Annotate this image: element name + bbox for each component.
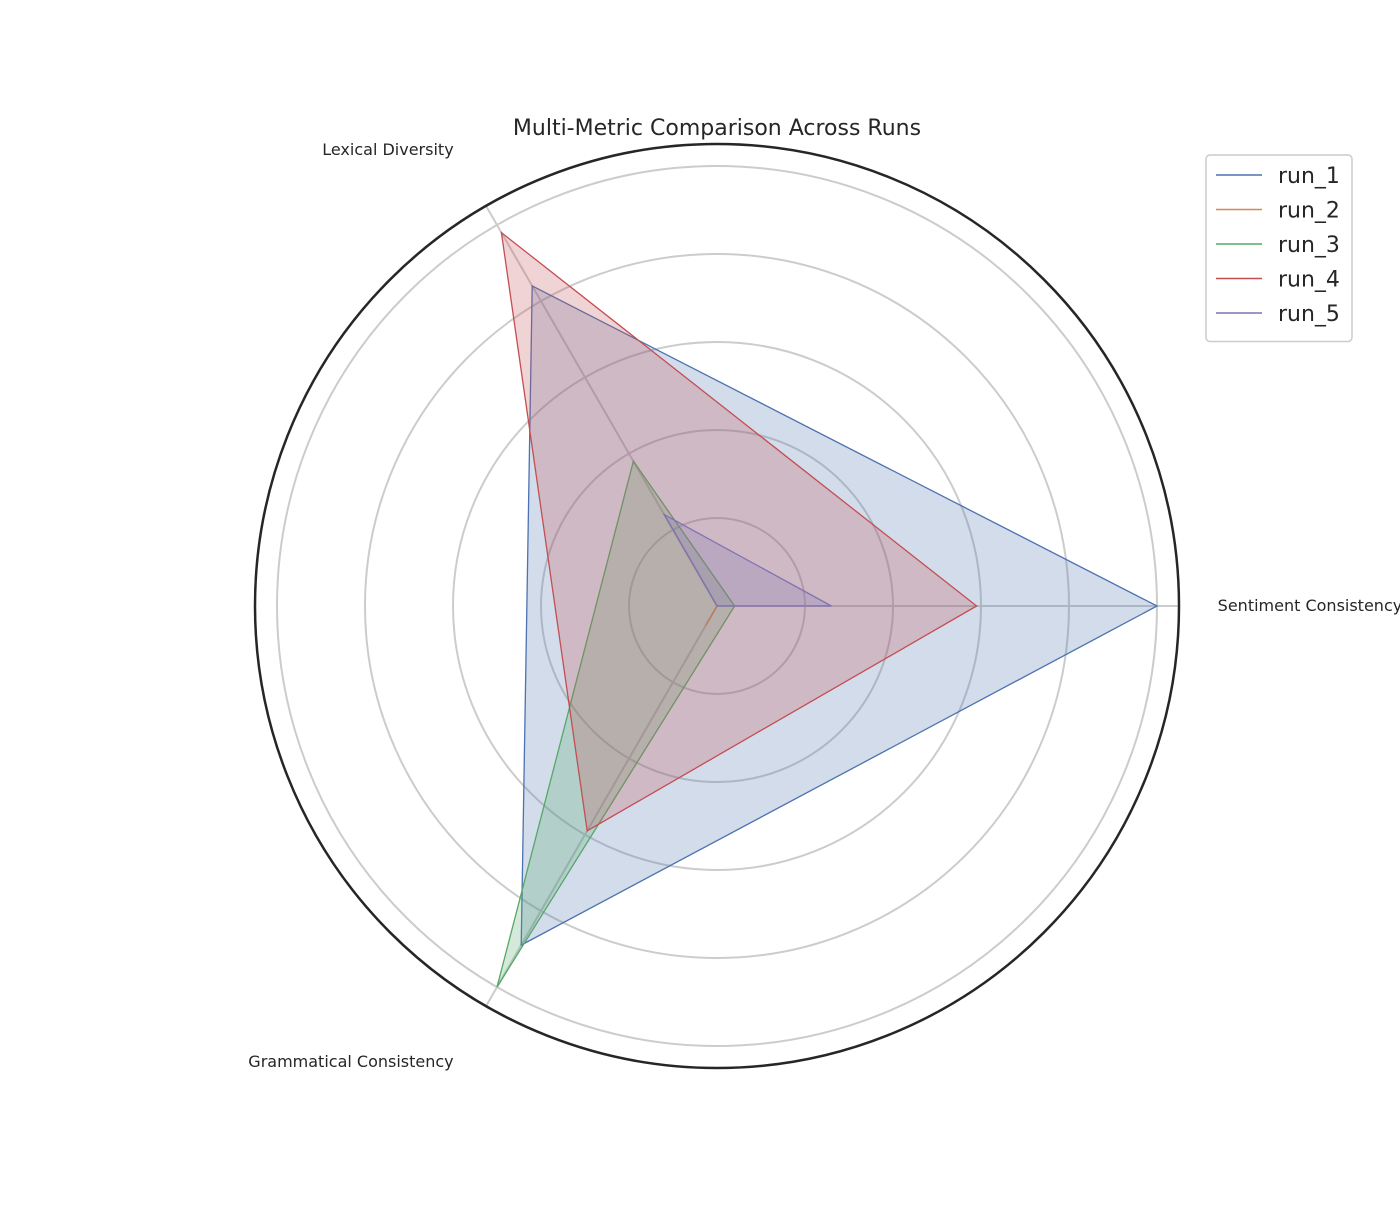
radar-frame <box>253 142 1181 1070</box>
series-line-run_2 <box>705 605 718 626</box>
legend-box <box>1205 154 1353 343</box>
radar-series <box>496 231 1159 988</box>
series-line-run_3 <box>496 459 736 988</box>
chart-title: Multi-Metric Comparison Across Runs <box>513 116 921 141</box>
series-area-run_1 <box>521 285 1157 946</box>
axis-label-3: Grammatical Consistency <box>248 1052 453 1071</box>
legend-label-run_4: run_4 <box>1278 268 1340 293</box>
radar-grid <box>253 142 1181 1070</box>
legend: run_1 run_2 run_3 run_4 run_5 <box>1205 154 1353 343</box>
legend-label-run_1: run_1 <box>1278 164 1340 189</box>
legend-label-run_2: run_2 <box>1278 199 1340 224</box>
series-area-run_3 <box>497 461 735 988</box>
legend-label-run_3: run_3 <box>1278 233 1340 258</box>
series-area-run_4 <box>501 232 977 831</box>
axis-labels: Sentiment Consistency Lexical Diversity Gr… <box>248 140 1400 1071</box>
axis-label-2: Lexical Diversity <box>322 140 453 159</box>
series-line-run_4 <box>500 231 978 832</box>
axis-label-1: Sentiment Consistency <box>1218 596 1400 615</box>
grid-spoke-3 <box>485 605 718 1007</box>
series-line-run_5 <box>662 512 832 607</box>
series-line-run_1 <box>520 284 1159 947</box>
legend-label-run_5: run_5 <box>1278 302 1340 327</box>
